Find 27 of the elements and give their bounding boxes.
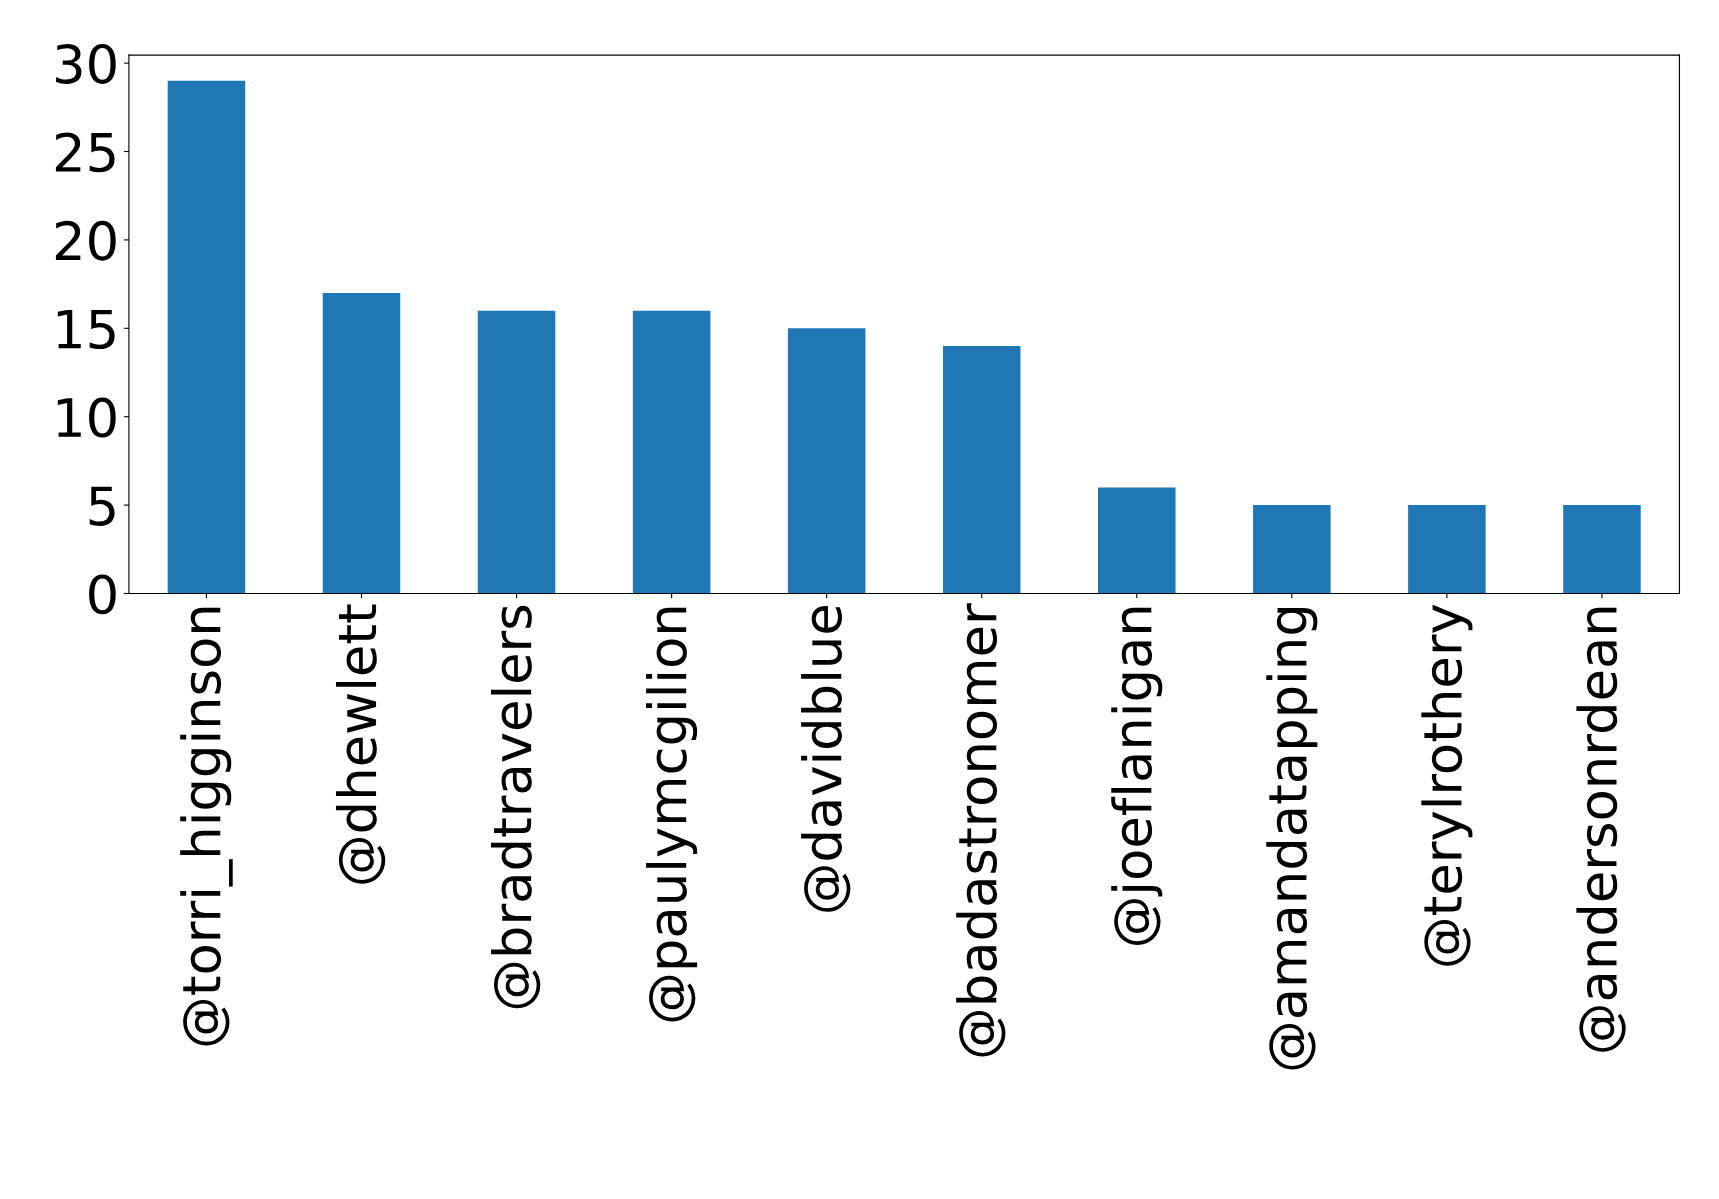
y-tick-label: 10 (57, 397, 116, 438)
bar (322, 292, 401, 594)
y-tick-label: 0 (89, 574, 116, 615)
x-tick-label: @bradtravelers (491, 605, 541, 1009)
bar (1408, 505, 1486, 594)
x-tick-label: @torri_higginson (180, 607, 233, 1046)
y-tick-label: 5 (89, 486, 115, 526)
bar (1253, 505, 1331, 594)
bar (1563, 505, 1641, 594)
bar (167, 80, 246, 594)
x-tick-label: @andersonrdean (1576, 607, 1626, 1052)
y-tick-label: 25 (55, 132, 115, 173)
bar (477, 310, 556, 594)
x-tick-label: @davidblue (801, 606, 851, 912)
x-tick-label: @joeflanigan (1111, 607, 1163, 945)
bar (632, 310, 711, 594)
bar (1098, 487, 1176, 594)
x-tick-label: @badastronomer (956, 603, 1006, 1057)
x-tick-label: @terylrothery (1421, 604, 1473, 966)
bar (787, 328, 866, 594)
y-tick-label: 20 (55, 220, 116, 261)
y-tick-label: 15 (57, 309, 115, 350)
x-tick-label: @dhewlett (335, 604, 386, 884)
y-tick-label: 30 (56, 43, 116, 84)
bar (942, 345, 1021, 594)
x-tick-label: @paulymcgilion (646, 607, 698, 1022)
x-tick-label: @amandatapping (1266, 608, 1318, 1070)
